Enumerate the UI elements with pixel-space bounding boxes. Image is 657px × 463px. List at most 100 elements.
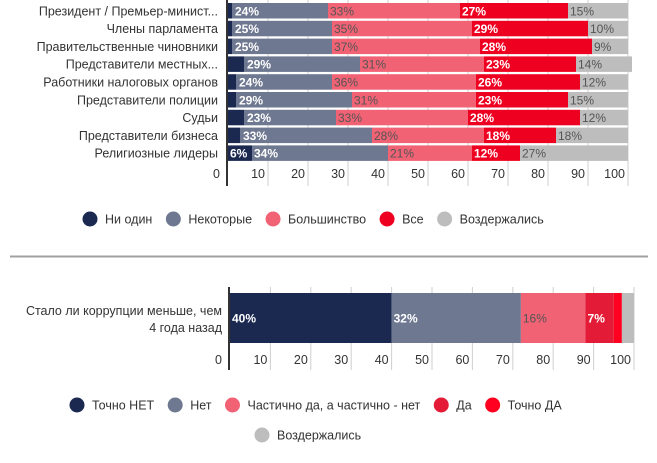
bar-segment — [388, 145, 472, 161]
bar-data-label: 18% — [486, 129, 510, 143]
bar-segment — [336, 109, 468, 126]
legend-label: Все — [402, 213, 424, 227]
bar-segment — [228, 56, 244, 72]
bar-data-label: 34% — [254, 147, 278, 161]
bar-segment — [232, 3, 328, 19]
chart-corruption-trend: 40% 32% 16% 7% Стало ли коррупции меньше, че… — [26, 287, 635, 443]
x-tick-label: 80 — [531, 167, 545, 181]
bar-data-label: 9% — [594, 40, 612, 54]
bar-segment — [484, 56, 576, 72]
legend-marker-icon — [254, 427, 270, 443]
bar-segment — [332, 20, 472, 37]
legend-marker-icon — [224, 397, 240, 413]
bar-data-label: 29% — [474, 22, 498, 36]
bar-segment — [568, 92, 628, 108]
x-tick-label: 100 — [610, 353, 631, 367]
bar-data-label: 25% — [235, 22, 259, 36]
x-tick-label: 0 — [215, 353, 222, 367]
bar-data-label: 6% — [230, 147, 248, 161]
bar-segment — [372, 127, 484, 144]
x-tick-label: 30 — [331, 167, 345, 181]
bar-data-label: 32% — [394, 312, 418, 326]
bar-segment — [228, 145, 252, 161]
bar-segment — [228, 127, 240, 144]
bar-data-label: 10% — [590, 22, 614, 36]
legend-marker-icon — [69, 397, 85, 413]
category-label: Работники налоговых органов — [43, 75, 218, 89]
bar-segment — [484, 127, 556, 144]
legend-label: Ни один — [105, 213, 152, 227]
bar-data-label: 27% — [522, 147, 546, 161]
x-tick-label: 80 — [536, 353, 550, 367]
bar-segment — [576, 56, 632, 72]
category-label: Представители местных... — [66, 58, 218, 72]
bar-data-label: 23% — [486, 58, 510, 72]
legend-marker-icon — [379, 211, 395, 227]
bar-data-label: 37% — [334, 40, 358, 54]
category-label: Судьи — [182, 111, 218, 125]
bar-segment — [232, 20, 332, 37]
legend-marker-icon — [485, 397, 501, 413]
x-tick-label: 50 — [415, 353, 429, 367]
bar-data-label: 16% — [523, 312, 547, 326]
x-tick-label: 50 — [411, 167, 425, 181]
bar-segment — [244, 109, 336, 126]
bar-segment — [472, 20, 588, 37]
legend-marker-icon — [165, 211, 181, 227]
bar-data-label: 28% — [470, 111, 494, 125]
legend-label: Нет — [190, 399, 212, 413]
bar-segment — [232, 38, 332, 55]
bar-data-label: 15% — [570, 4, 594, 18]
bar-data-label: 15% — [570, 93, 594, 107]
x-tick-label: 20 — [294, 353, 308, 367]
bar-data-label: 26% — [478, 75, 502, 89]
bar-segment — [352, 92, 476, 108]
category-label: Члены парламента — [107, 22, 218, 36]
bar-data-label: 18% — [558, 129, 582, 143]
bar-data-label: 24% — [239, 75, 263, 89]
category-label: Представители полиции — [77, 93, 218, 107]
category-label: Президент / Премьер-минист... — [39, 4, 218, 18]
bar-segment — [228, 3, 232, 19]
x-tick-label: 40 — [371, 167, 385, 181]
legend-marker-icon — [433, 397, 449, 413]
category-label: 4 года назад — [149, 321, 223, 335]
bar-segment — [228, 74, 236, 90]
bar-segment — [236, 92, 352, 108]
bar-data-label: 29% — [239, 93, 263, 107]
x-tick-label: 60 — [451, 167, 465, 181]
bar-segment — [240, 127, 372, 144]
bar-segment — [252, 145, 388, 161]
bar-segment — [228, 38, 232, 55]
bar-data-label: 23% — [478, 93, 502, 107]
legend-label: Воздержались — [277, 429, 361, 443]
legend-label: Большинство — [288, 213, 366, 227]
category-label: Правительственные чиновники — [37, 40, 218, 54]
bar-data-label: 27% — [462, 4, 486, 18]
bar-data-label: 28% — [374, 129, 398, 143]
bar-segment — [236, 74, 332, 90]
bar-data-label: 29% — [247, 58, 271, 72]
bar-segment — [613, 293, 622, 343]
bar-data-label: 35% — [334, 22, 358, 36]
bar-data-label: 33% — [330, 4, 354, 18]
category-label: Религиозные лидеры — [95, 147, 218, 161]
category-label: Представители бизнеса — [79, 129, 218, 143]
bar-segment — [472, 145, 520, 161]
bar-data-label: 31% — [354, 93, 378, 107]
bar-data-label: 23% — [247, 111, 271, 125]
bar-segment — [391, 293, 521, 343]
legend-label: Частично да, а частично - нет — [247, 399, 420, 413]
category-label: Стало ли коррупции меньше, чем — [26, 304, 222, 318]
bar-segment — [476, 74, 580, 90]
bar-data-label: 14% — [578, 58, 602, 72]
x-tick-label: 60 — [455, 353, 469, 367]
legend-label: Да — [456, 399, 471, 413]
bar-data-label: 7% — [588, 312, 606, 326]
legend-label: Некоторые — [188, 213, 252, 227]
bar-segment — [520, 293, 586, 343]
legend-label: Воздержались — [460, 213, 544, 227]
bar-segment — [588, 20, 628, 37]
x-tick-label: 10 — [251, 167, 265, 181]
